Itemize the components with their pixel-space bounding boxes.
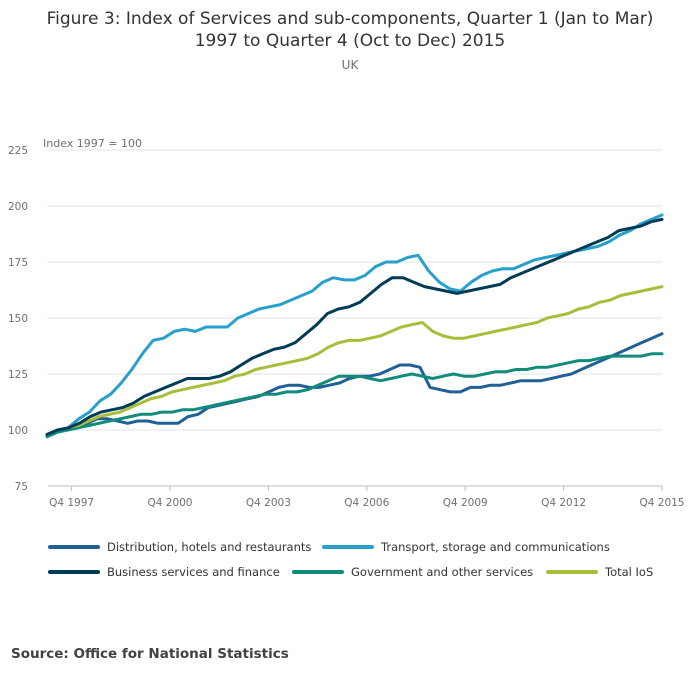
source-note: Source: Office for National Statistics [11,646,289,662]
x-tick-label: Q4 2015 [639,497,684,509]
series-lines [45,213,664,439]
series-line-transport-storage-and-communications [45,213,664,436]
chart-title-line-2: 1997 to Quarter 4 (Oct to Dec) 2015 [194,31,506,51]
y-tick-label: 100 [8,425,28,437]
legend-swatch-transport [322,545,374,549]
series-line-distribution-hotels-and-restaurants [45,332,664,436]
legend-label-business: Business services and finance [107,565,280,579]
x-tick-label: Q4 2000 [147,497,192,509]
legend-item-transport: Transport, storage and communications [322,540,610,554]
legend-item-business: Business services and finance [48,565,280,579]
legend-label-total: Total IoS [605,565,654,579]
y-tick-label: 225 [8,145,28,157]
chart-title-line-1: Figure 3: Index of Services and sub-comp… [46,9,654,29]
x-axis-ticks: Q4 1997 Q4 2000 Q4 2003 Q4 2006 Q4 2009 Q4 20… [49,486,685,509]
legend-label-government: Government and other services [351,565,534,579]
legend-swatch-government [292,570,344,574]
y-tick-label: 175 [8,257,28,269]
x-tick-label: Q4 2003 [246,497,291,509]
series-line-government-and-other-services [45,352,664,439]
x-tick-label: Q4 2009 [443,497,488,509]
y-tick-label: 75 [15,481,28,493]
y-tick-label: 200 [8,201,28,213]
x-tick-label: Q4 1997 [49,497,94,509]
gridlines [47,149,662,431]
legend-swatch-total [546,570,598,574]
x-tick-label: Q4 2006 [344,497,389,509]
legend-item-total: Total IoS [546,565,653,579]
y-tick-label: 125 [8,369,28,381]
legend-item-distribution: Distribution, hotels and restaurants [48,540,311,554]
legend-swatch-distribution [48,545,100,549]
legend-swatch-business [48,570,100,574]
legend-item-government: Government and other services [292,565,533,579]
y-tick-label: 150 [8,313,28,325]
chart-title: Figure 3: Index of Services and sub-comp… [0,8,700,52]
x-tick-label: Q4 2012 [541,497,586,509]
legend-label-transport: Transport, storage and communications [381,540,610,554]
y-axis-label: Index 1997 = 100 [43,137,142,150]
chart-subtitle: UK [341,58,359,72]
y-axis-ticks: 75 100 125 150 175 200 225 [8,145,28,493]
legend-label-distribution: Distribution, hotels and restaurants [107,540,312,554]
series-line-total-ios [45,285,664,436]
series-line-business-services-and-finance [45,217,664,436]
